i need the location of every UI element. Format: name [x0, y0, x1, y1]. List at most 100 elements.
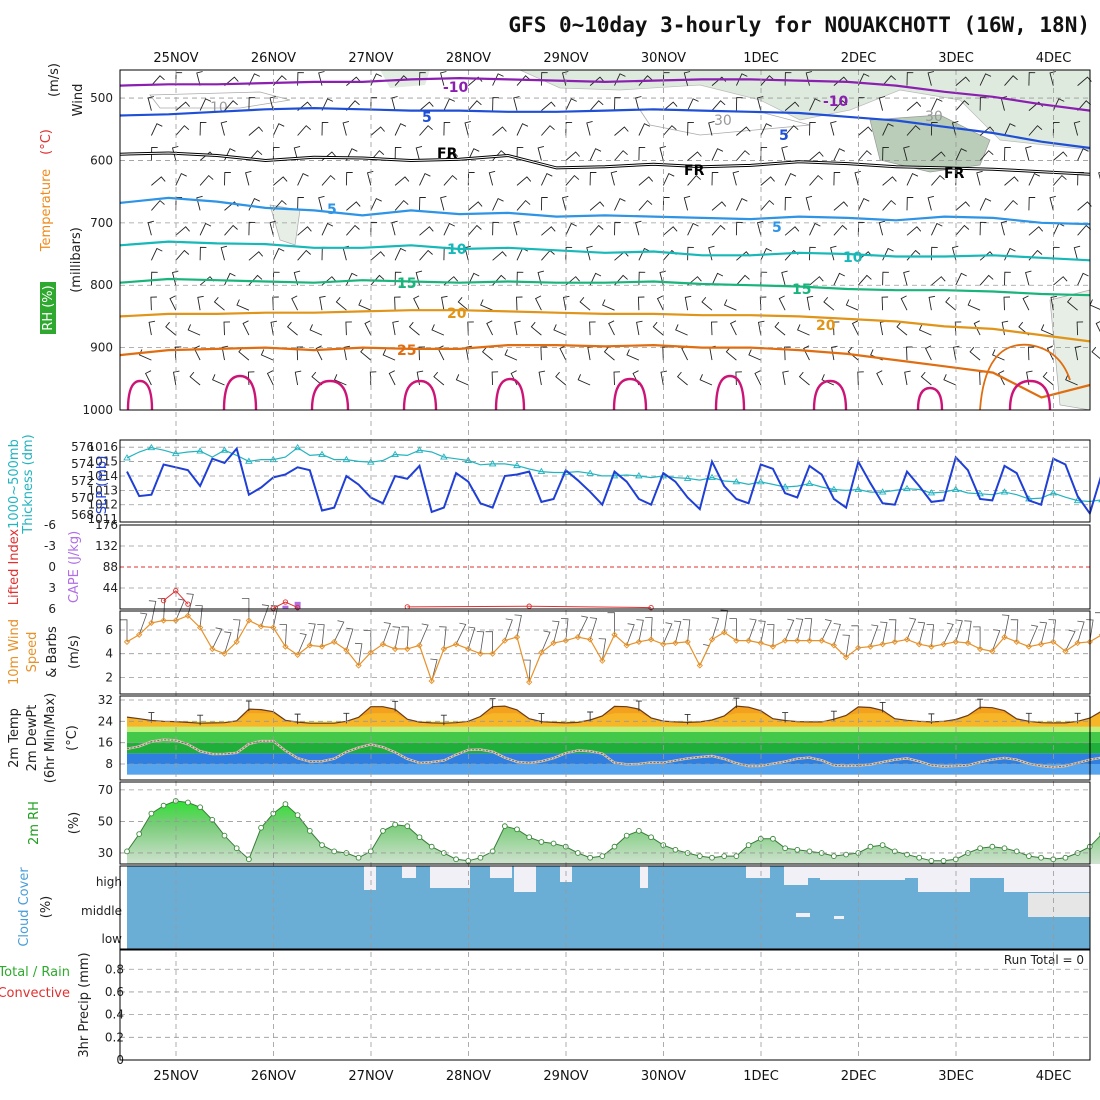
- date-label-top: 1DEC: [743, 51, 779, 66]
- wind-barb: [540, 172, 553, 186]
- wind-speed-point: [952, 638, 959, 645]
- panel-frame: [119, 695, 1091, 781]
- rh-point: [148, 810, 155, 817]
- wind-barb-10m: [241, 598, 250, 621]
- wind-barb-10m: [120, 619, 128, 642]
- wind-barb: [559, 345, 567, 361]
- wind-barb: [516, 176, 532, 186]
- wind-barb: [516, 75, 531, 86]
- wind-barb: [979, 221, 987, 236]
- rh-contour-magenta: [714, 374, 746, 411]
- wind-barb: [151, 199, 165, 211]
- y-tick-wind: 6: [105, 623, 113, 637]
- y-tick-temp: 32: [98, 693, 113, 707]
- wind-barb: [969, 346, 981, 361]
- wind-speed-point: [611, 631, 618, 638]
- wind-barb: [370, 126, 385, 136]
- rh-point: [514, 826, 520, 833]
- wind-barb: [272, 147, 280, 161]
- wind-barb: [586, 120, 593, 136]
- thickness-point: [391, 450, 399, 457]
- rh-contour-magenta: [310, 379, 350, 411]
- wind-barb: [491, 371, 499, 386]
- wind-barb-10m: [821, 619, 832, 641]
- temp-minmax-bar: [684, 713, 691, 725]
- temp-minmax-bar: [245, 700, 252, 712]
- wind-barb: [1004, 147, 1011, 161]
- wind-barb: [419, 125, 433, 136]
- wind-barb-10m: [880, 621, 888, 645]
- wind-barb: [638, 176, 654, 186]
- isotherm-label: 5: [779, 128, 789, 144]
- wind-barb: [760, 176, 775, 186]
- wind-barb: [1052, 122, 1060, 136]
- wind-barb-10m: [224, 631, 232, 654]
- wind-barb: [1004, 75, 1018, 86]
- rh-point: [745, 842, 752, 848]
- wind-speed-point: [148, 619, 155, 626]
- rh-point: [672, 846, 679, 853]
- temp-minmax-bar: [928, 713, 935, 724]
- wind-barb: [419, 226, 434, 236]
- isotherm-label: 10: [843, 250, 863, 266]
- rh-point: [916, 854, 923, 861]
- wind-speed-point: [331, 638, 338, 645]
- wind-speed-point: [391, 645, 399, 653]
- isotherm-15: [119, 277, 1091, 297]
- thickness-point: [293, 443, 302, 451]
- wind-speed-point: [903, 636, 911, 643]
- wind-barb: [260, 349, 274, 361]
- wind-barb: [468, 76, 483, 86]
- date-label-top: 29NOV: [543, 51, 588, 66]
- wind-barb: [711, 148, 724, 161]
- temp-minmax-bar: [294, 713, 301, 725]
- wind-barb: [857, 73, 870, 86]
- lifted-index-line: [163, 590, 189, 605]
- ylabel-wind10-unit: (m/s): [67, 635, 82, 669]
- wind-barb: [687, 122, 694, 136]
- cloud-row-label: high: [96, 875, 122, 889]
- wind-barb: [1004, 271, 1011, 286]
- rh-contour-magenta: [402, 379, 438, 411]
- wind-barb: [809, 174, 823, 186]
- wind-barb: [464, 120, 471, 136]
- wind-barb: [391, 220, 398, 236]
- wind-speed-point: [989, 648, 996, 655]
- wind-barb: [973, 320, 981, 336]
- y-tick-thickness: 576: [71, 440, 94, 454]
- wind-barb: [1004, 176, 1019, 186]
- wind-barb-10m: [833, 623, 841, 646]
- wind-barb: [150, 247, 163, 261]
- wind-barb: [151, 176, 166, 186]
- wind-barb: [468, 201, 483, 211]
- wind-barb: [589, 148, 602, 161]
- wind-barb: [687, 151, 702, 161]
- wind-barb: [1025, 270, 1032, 286]
- wind-barb: [1077, 100, 1091, 111]
- wind-barb: [297, 226, 312, 236]
- wind-barb: [413, 295, 420, 311]
- wind-barb: [540, 196, 548, 211]
- y-tick-rh: 70: [98, 783, 113, 797]
- wind-barb-10m: [1086, 619, 1094, 642]
- wind-barb: [857, 150, 872, 161]
- date-label-bottom: 27NOV: [348, 1069, 393, 1084]
- wind-barb-10m: [1077, 620, 1085, 644]
- cloud-cover-gap: [402, 866, 416, 878]
- wind-barb: [419, 172, 431, 186]
- wind-barb: [1066, 297, 1078, 311]
- rh-point: [794, 846, 801, 853]
- wind-speed-point: [867, 643, 874, 650]
- temp-band: [127, 742, 1100, 754]
- wind-barb: [809, 276, 824, 286]
- wind-barb: [906, 101, 922, 111]
- wind-barb-10m: [523, 659, 531, 683]
- wind-barb: [391, 96, 398, 111]
- wind-barb: [778, 295, 786, 311]
- wind-barb: [394, 123, 407, 136]
- wind-barb: [540, 346, 547, 361]
- wind-barb: [196, 71, 203, 86]
- wind-barb: [833, 224, 848, 236]
- wind-barb-10m: [333, 620, 345, 642]
- rh-point: [928, 857, 935, 864]
